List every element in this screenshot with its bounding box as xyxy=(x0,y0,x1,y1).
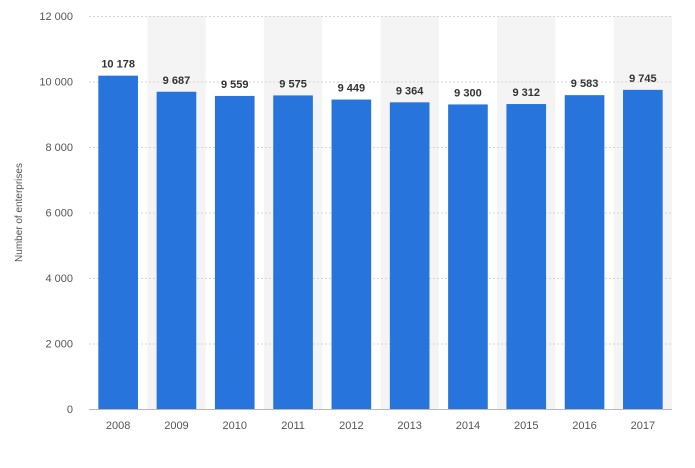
bar[interactable] xyxy=(98,75,138,409)
bar[interactable] xyxy=(156,91,197,410)
bar[interactable] xyxy=(564,95,605,410)
x-tick-label: 2014 xyxy=(456,420,480,432)
x-axis-tick-labels: 2008 2009 2010 2011 2012 2013 2014 2015 2016 2017 xyxy=(106,420,655,432)
x-tick-label: 2009 xyxy=(164,420,188,432)
bar[interactable] xyxy=(448,104,488,410)
bar[interactable] xyxy=(214,95,255,409)
x-tick-label: 2010 xyxy=(223,420,247,432)
value-label: 9 745 xyxy=(629,73,657,85)
value-labels: 10 178 9 687 9 559 9 575 9 449 9 364 9 300 9 31… xyxy=(101,59,656,100)
x-tick-label: 2015 xyxy=(514,420,538,432)
bar[interactable] xyxy=(623,89,663,409)
y-tick-label: 8 000 xyxy=(45,142,73,154)
x-tick-label: 2013 xyxy=(397,420,421,432)
x-tick-label: 2011 xyxy=(281,420,305,432)
y-tick-label: 0 xyxy=(67,404,73,416)
bar[interactable] xyxy=(506,104,547,410)
value-label: 9 364 xyxy=(396,85,424,97)
value-label: 9 312 xyxy=(512,87,540,99)
y-tick-label: 10 000 xyxy=(39,77,73,89)
value-label: 9 687 xyxy=(163,75,191,87)
value-label: 9 559 xyxy=(221,79,249,91)
value-label: 9 449 xyxy=(338,83,366,95)
bar[interactable] xyxy=(389,102,430,409)
y-axis-title: Number of enterprises xyxy=(14,163,25,262)
y-tick-label: 4 000 xyxy=(45,273,73,285)
y-tick-label: 12 000 xyxy=(39,11,73,23)
x-tick-label: 2012 xyxy=(339,420,363,432)
y-tick-label: 6 000 xyxy=(45,208,73,220)
bars xyxy=(98,75,663,410)
value-label: 9 300 xyxy=(454,87,482,99)
y-tick-label: 2 000 xyxy=(45,339,73,351)
value-label: 9 575 xyxy=(279,78,307,90)
x-tick-label: 2016 xyxy=(572,420,596,432)
x-tick-label: 2017 xyxy=(631,420,655,432)
x-tick-label: 2008 xyxy=(106,420,130,432)
value-label: 10 178 xyxy=(101,59,135,71)
bar[interactable] xyxy=(273,95,313,409)
bar[interactable] xyxy=(331,99,372,409)
y-axis-tick-labels: 0 2 000 4 000 6 000 8 000 10 000 12 000 xyxy=(39,11,73,416)
value-label: 9 583 xyxy=(571,78,599,90)
